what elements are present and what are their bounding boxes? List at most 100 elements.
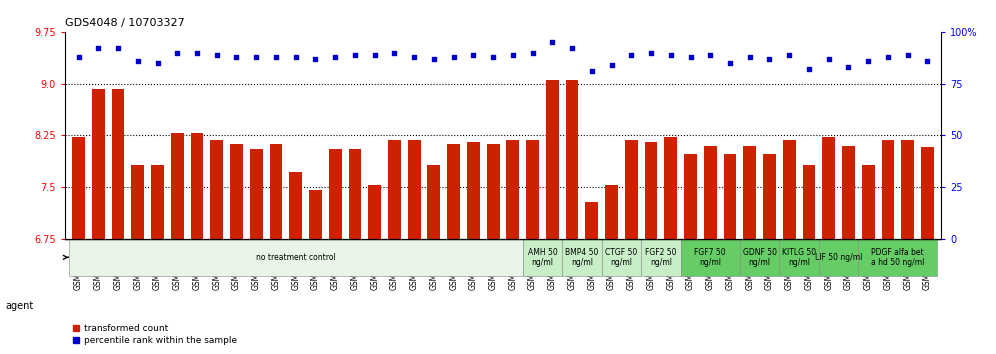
- Point: [485, 54, 501, 59]
- Bar: [562, 239, 602, 276]
- Bar: [602, 239, 641, 276]
- Point: [308, 56, 324, 62]
- Text: no treatment control: no treatment control: [256, 253, 336, 262]
- Point: [169, 50, 185, 55]
- Point: [465, 52, 481, 57]
- Point: [328, 54, 344, 59]
- Point: [801, 66, 817, 72]
- Bar: [803, 165, 816, 239]
- Point: [643, 50, 659, 55]
- Point: [623, 52, 639, 57]
- Bar: [664, 137, 677, 239]
- Bar: [427, 165, 440, 239]
- Point: [762, 56, 778, 62]
- Bar: [523, 239, 562, 276]
- Point: [386, 50, 402, 55]
- Bar: [644, 142, 657, 239]
- Bar: [131, 165, 144, 239]
- Text: GDNF 50
ng/ml: GDNF 50 ng/ml: [743, 248, 777, 267]
- Text: BMP4 50
ng/ml: BMP4 50 ng/ml: [566, 248, 599, 267]
- Point: [841, 64, 857, 70]
- Bar: [467, 142, 480, 239]
- Bar: [92, 89, 105, 239]
- Bar: [823, 137, 835, 239]
- Bar: [779, 239, 819, 276]
- Point: [861, 58, 876, 64]
- Point: [584, 68, 600, 74]
- Text: PDGF alfa bet
a hd 50 ng/ml: PDGF alfa bet a hd 50 ng/ml: [872, 248, 924, 267]
- Bar: [151, 165, 164, 239]
- Bar: [190, 133, 203, 239]
- Bar: [842, 145, 855, 239]
- Bar: [250, 149, 263, 239]
- Point: [505, 52, 521, 57]
- Bar: [289, 172, 302, 239]
- Bar: [740, 239, 779, 276]
- Bar: [859, 239, 937, 276]
- Text: LIF 50 ng/ml: LIF 50 ng/ml: [815, 253, 863, 262]
- Bar: [270, 144, 283, 239]
- Point: [129, 58, 145, 64]
- Point: [149, 60, 165, 66]
- Bar: [704, 145, 717, 239]
- Bar: [230, 144, 243, 239]
- Text: CTGF 50
ng/ml: CTGF 50 ng/ml: [606, 248, 637, 267]
- Bar: [210, 140, 223, 239]
- Point: [545, 39, 561, 45]
- Point: [248, 54, 264, 59]
- Point: [347, 52, 363, 57]
- Point: [899, 52, 915, 57]
- Point: [742, 54, 758, 59]
- Bar: [112, 89, 124, 239]
- Bar: [680, 239, 740, 276]
- Bar: [447, 144, 460, 239]
- Bar: [407, 140, 420, 239]
- Point: [268, 54, 284, 59]
- Bar: [171, 133, 183, 239]
- Point: [367, 52, 382, 57]
- Bar: [586, 202, 599, 239]
- Bar: [606, 185, 618, 239]
- Point: [71, 54, 87, 59]
- Text: AMH 50
ng/ml: AMH 50 ng/ml: [528, 248, 558, 267]
- Bar: [901, 140, 914, 239]
- Point: [781, 52, 797, 57]
- Point: [288, 54, 304, 59]
- Bar: [72, 137, 85, 239]
- Point: [919, 58, 935, 64]
- Bar: [723, 154, 736, 239]
- Point: [525, 50, 541, 55]
- Point: [702, 52, 718, 57]
- Bar: [743, 145, 756, 239]
- Point: [821, 56, 837, 62]
- Bar: [763, 154, 776, 239]
- Point: [722, 60, 738, 66]
- Point: [406, 54, 422, 59]
- Bar: [684, 154, 697, 239]
- Bar: [546, 80, 559, 239]
- Point: [879, 54, 895, 59]
- Text: FGF7 50
ng/ml: FGF7 50 ng/ml: [694, 248, 726, 267]
- Bar: [309, 190, 322, 239]
- Bar: [349, 149, 362, 239]
- Bar: [487, 144, 500, 239]
- Bar: [624, 140, 637, 239]
- Bar: [388, 140, 400, 239]
- Bar: [862, 165, 874, 239]
- Bar: [921, 147, 934, 239]
- Bar: [69, 239, 523, 276]
- Bar: [506, 140, 519, 239]
- Text: FGF2 50
ng/ml: FGF2 50 ng/ml: [645, 248, 676, 267]
- Point: [604, 62, 620, 68]
- Bar: [881, 140, 894, 239]
- Text: GDS4048 / 10703327: GDS4048 / 10703327: [65, 18, 184, 28]
- Point: [682, 54, 698, 59]
- Legend: transformed count, percentile rank within the sample: transformed count, percentile rank withi…: [70, 321, 240, 348]
- Point: [209, 52, 225, 57]
- Bar: [369, 185, 381, 239]
- Point: [564, 46, 580, 51]
- Bar: [819, 239, 859, 276]
- Bar: [329, 149, 342, 239]
- Text: KITLG 50
ng/ml: KITLG 50 ng/ml: [782, 248, 816, 267]
- Point: [445, 54, 461, 59]
